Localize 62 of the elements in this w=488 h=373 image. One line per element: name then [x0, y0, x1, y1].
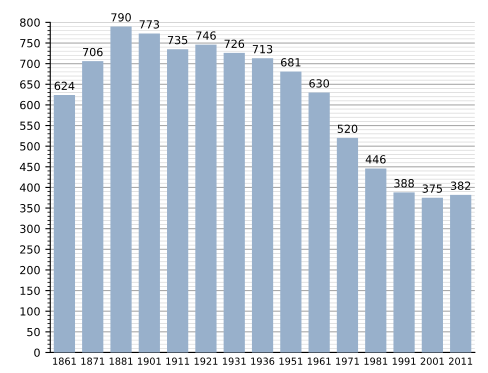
x-tick-label: 1971 [336, 358, 359, 365]
bar [54, 95, 76, 352]
data-label: 375 [422, 184, 442, 193]
y-tick-label: 550 [20, 122, 40, 130]
x-tick-label: 1861 [53, 358, 76, 365]
y-tick-label: 150 [20, 286, 40, 295]
x-tick-label: 1871 [81, 358, 104, 365]
y-tick-label: 650 [20, 80, 40, 89]
y-tick-label: 100 [20, 307, 40, 316]
data-label: 520 [338, 124, 358, 133]
bar [110, 26, 132, 352]
x-tick-label: 1951 [280, 358, 302, 365]
bar [393, 192, 415, 352]
data-label: 388 [394, 179, 414, 188]
y-tick-label: 450 [20, 162, 40, 172]
data-label: 713 [252, 44, 272, 54]
y-tick-label: 250 [20, 245, 40, 254]
data-label: 382 [450, 182, 470, 190]
y-tick-label: 400 [20, 183, 40, 192]
y-tick-label: 700 [20, 60, 40, 68]
data-label: 790 [111, 13, 131, 22]
bar [308, 92, 330, 352]
x-tick-label: 1936 [251, 358, 274, 365]
bar [280, 71, 302, 352]
bar [224, 52, 245, 352]
y-tick-label: 800 [20, 18, 40, 27]
x-tick-label: 1921 [194, 358, 218, 365]
x-tick-label: 1911 [166, 358, 190, 365]
bar [82, 61, 104, 352]
x-tick-label: 1881 [110, 358, 132, 365]
y-tick-label: 300 [20, 224, 40, 234]
data-label: 630 [309, 79, 330, 88]
x-tick-label: 2001 [420, 358, 444, 365]
data-label: 773 [140, 20, 160, 29]
bar [422, 198, 443, 352]
data-label: 681 [281, 58, 300, 67]
x-tick-label: 1961 [308, 358, 331, 365]
bar [450, 194, 472, 352]
y-tick-label: 200 [20, 266, 40, 274]
x-tick-label: 1991 [392, 358, 416, 365]
y-tick-label: 500 [20, 142, 40, 151]
data-label: 735 [168, 36, 188, 44]
data-label: 746 [196, 31, 216, 40]
y-tick-label: 600 [20, 100, 40, 110]
bar [252, 58, 274, 352]
x-tick-label: 1981 [364, 358, 388, 365]
y-tick-label: 750 [20, 38, 40, 48]
bar [365, 168, 386, 352]
x-tick-label: 1901 [138, 358, 161, 365]
bar [138, 34, 160, 352]
y-tick-label: 50 [27, 328, 40, 336]
bar [167, 49, 188, 352]
x-tick-label: 2011 [449, 358, 472, 365]
data-label: 706 [83, 48, 103, 56]
data-label: 726 [224, 40, 244, 48]
data-label: 624 [54, 82, 74, 90]
y-tick-label: 350 [20, 204, 40, 212]
bar [336, 138, 358, 352]
y-tick-label: 0 [34, 348, 40, 357]
x-tick-label: 1931 [222, 358, 246, 365]
data-label: 446 [366, 155, 386, 164]
bar [195, 44, 217, 352]
